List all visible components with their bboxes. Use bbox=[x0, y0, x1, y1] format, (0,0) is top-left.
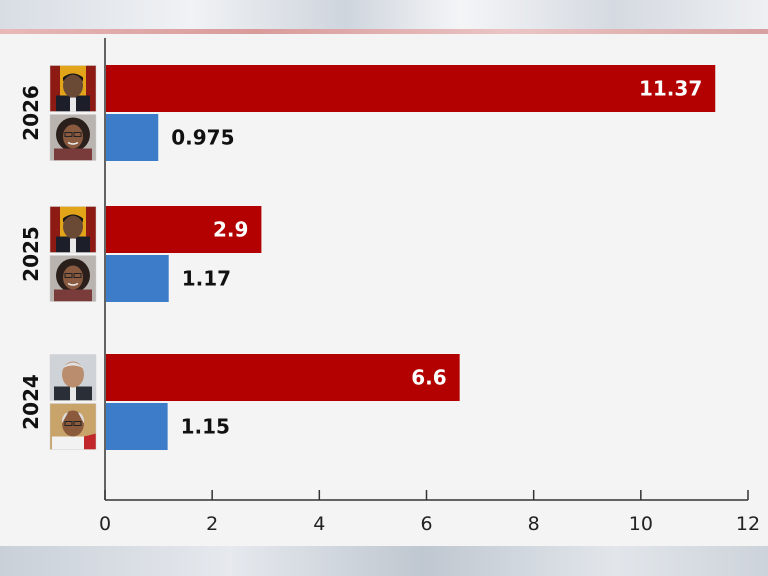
data-label: 1.17 bbox=[182, 267, 231, 291]
data-label: 6.6 bbox=[411, 366, 446, 390]
portrait-man-flag-icon bbox=[49, 65, 97, 112]
portrait-man-flag-icon bbox=[49, 206, 97, 253]
bar-blue bbox=[106, 403, 168, 450]
bottom-banner bbox=[0, 546, 768, 576]
bar-red bbox=[106, 65, 716, 112]
x-tick-label: 12 bbox=[736, 513, 760, 535]
portrait-bald-man-icon bbox=[49, 403, 97, 450]
x-tick-label: 10 bbox=[629, 513, 653, 535]
category-label: 2026 bbox=[19, 85, 43, 141]
x-tick-label: 0 bbox=[99, 513, 111, 535]
bar-chart: 0 2 4 6 8 10 12 2026 11.37 0.975 2025 2.9 1.17 2024 6… bbox=[19, 38, 760, 535]
bar-blue bbox=[106, 255, 169, 302]
x-tick-label: 2 bbox=[206, 513, 218, 535]
category-label: 2024 bbox=[19, 374, 43, 430]
bar-blue bbox=[106, 114, 159, 161]
bar-red bbox=[106, 206, 262, 253]
category-label: 2025 bbox=[19, 226, 43, 282]
portrait-older-man-icon bbox=[49, 354, 97, 401]
data-label: 1.15 bbox=[181, 415, 230, 439]
data-label: 11.37 bbox=[639, 77, 702, 101]
chart-panel: 0 2 4 6 8 10 12 2026 11.37 0.975 2025 2.9 1.17 2024 6… bbox=[0, 34, 768, 546]
data-label: 2.9 bbox=[213, 218, 248, 242]
portrait-woman-icon bbox=[49, 255, 97, 302]
portrait-woman-icon bbox=[49, 114, 97, 161]
x-tick-label: 8 bbox=[528, 513, 540, 535]
x-tick-label: 6 bbox=[420, 513, 432, 535]
x-tick-label: 4 bbox=[313, 513, 325, 535]
top-banner bbox=[0, 0, 768, 34]
data-label: 0.975 bbox=[171, 126, 234, 150]
bar-red bbox=[106, 354, 460, 401]
